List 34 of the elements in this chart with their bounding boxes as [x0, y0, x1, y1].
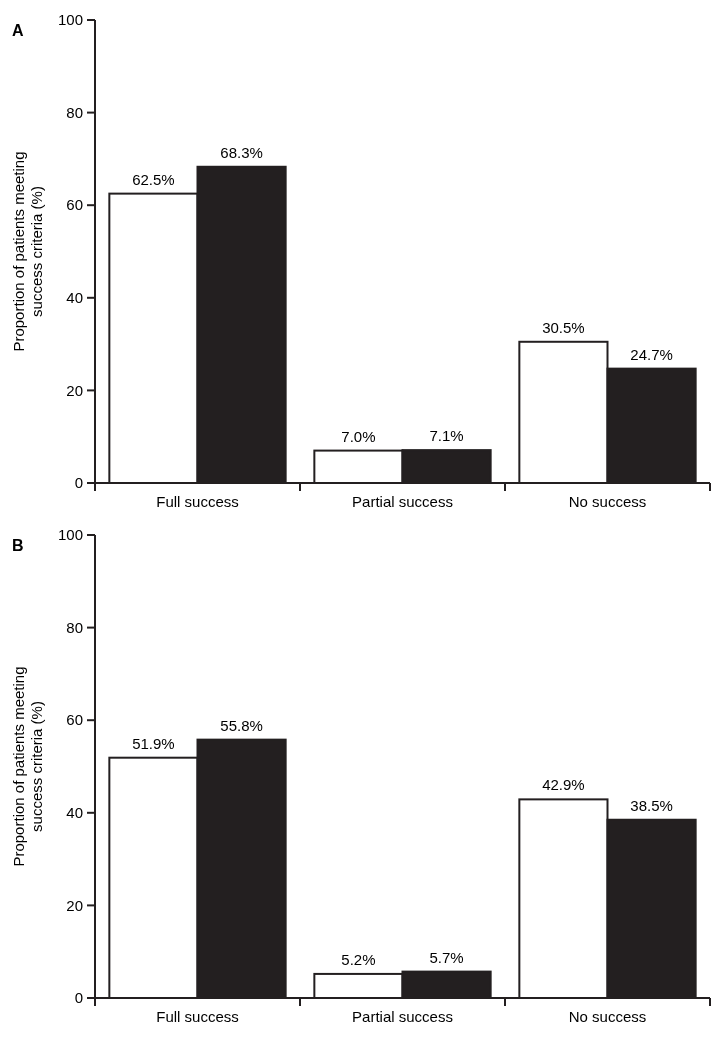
- x-tick-label: No success: [568, 1008, 647, 1025]
- data-label: 51.9%: [132, 734, 175, 752]
- data-label: 5.7%: [429, 948, 464, 966]
- y-axis-title: Proportion of patients meeting success criteria (%): [10, 666, 45, 867]
- y-tick-label: 40: [66, 804, 83, 822]
- y-tick-label: 20: [66, 896, 83, 914]
- y-tick-label: 80: [66, 103, 83, 121]
- x-tick-label: Full success: [156, 1008, 239, 1025]
- x-tick-label: Partial success: [352, 1008, 453, 1025]
- data-label: 42.9%: [542, 776, 585, 794]
- chart-title: B: [12, 537, 24, 554]
- y-tick-label: 60: [66, 711, 83, 729]
- data-label: 38.5%: [630, 796, 673, 814]
- y-tick-label: 40: [66, 289, 83, 307]
- data-label: 68.3%: [220, 143, 263, 161]
- y-tick-label: 20: [66, 381, 83, 399]
- x-tick-label: Partial success: [352, 493, 453, 510]
- y-tick-label: 80: [66, 618, 83, 636]
- data-label: 30.5%: [542, 318, 585, 336]
- data-label: 24.7%: [630, 345, 673, 363]
- data-label: 62.5%: [132, 170, 175, 188]
- y-tick-label: 0: [74, 989, 83, 1007]
- chart-title: A: [12, 22, 24, 39]
- y-tick-label: 100: [57, 11, 83, 29]
- x-tick-label: No success: [568, 493, 647, 510]
- data-label: 7.1%: [429, 427, 464, 445]
- y-axis-title: Proportion of patients meeting success criteria (%): [10, 151, 45, 352]
- data-label: 55.8%: [220, 716, 263, 734]
- y-tick-label: 100: [57, 526, 83, 544]
- data-label: 7.0%: [341, 427, 376, 445]
- data-label: 5.2%: [341, 950, 376, 968]
- y-tick-label: 60: [66, 196, 83, 214]
- y-tick-label: 0: [74, 474, 83, 492]
- x-tick-label: Full success: [156, 493, 239, 510]
